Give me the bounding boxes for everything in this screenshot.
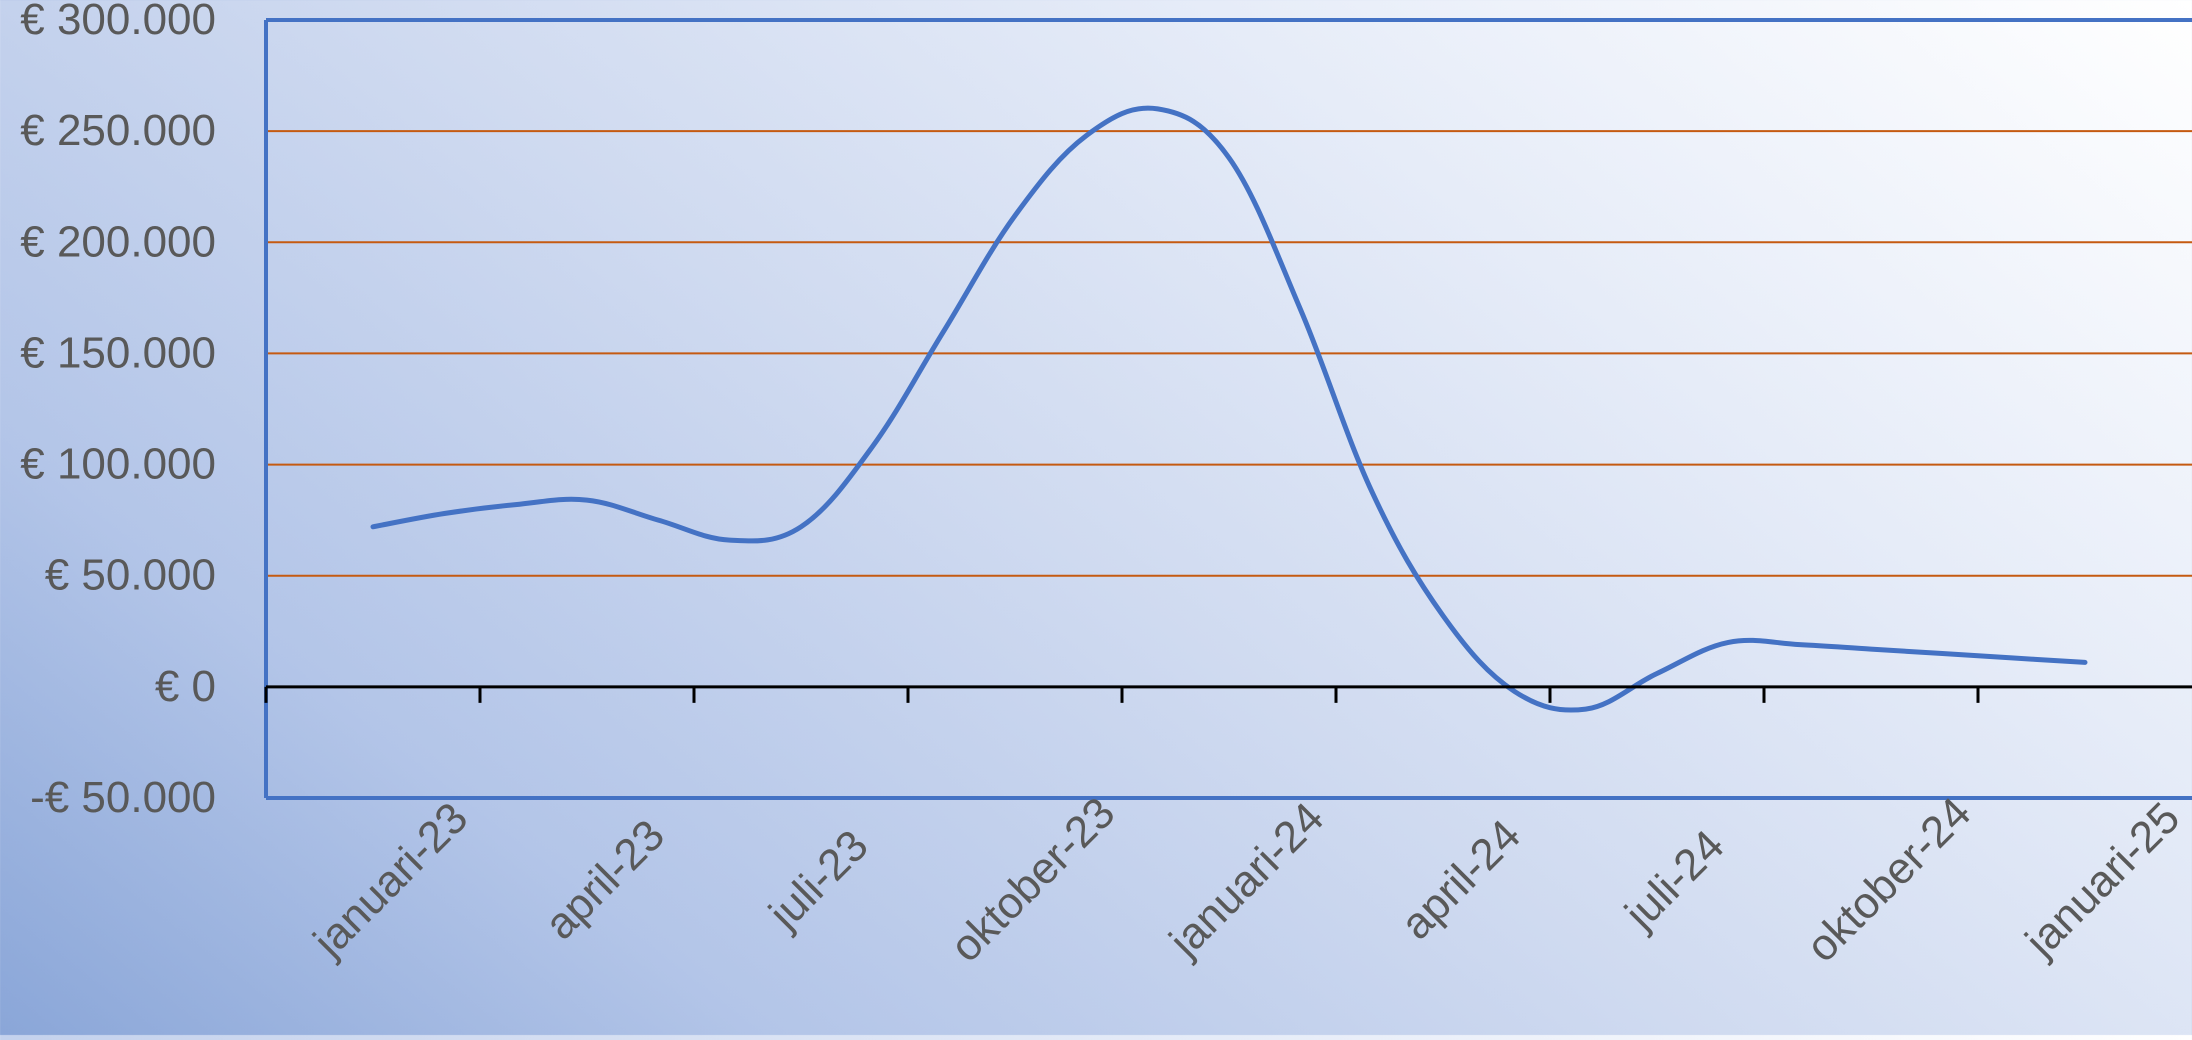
y-tick-label: € 200.000	[20, 217, 216, 266]
x-tick-label: juli-23	[759, 821, 878, 940]
y-tick-label: -€ 50.000	[30, 773, 216, 822]
tick-labels: € 300.000 € 250.000 € 200.000 € 150.000 € 10…	[20, 0, 2189, 971]
x-tick-label: januari-25	[2015, 793, 2189, 967]
x-tick-label: april-23	[536, 811, 674, 949]
y-tick-label: € 300.000	[20, 0, 216, 44]
y-tick-label: € 250.000	[20, 106, 216, 155]
y-tick-label: € 150.000	[20, 328, 216, 377]
gridlines	[266, 131, 2192, 576]
x-tick-label: oktober-23	[941, 788, 1124, 971]
series-area	[373, 108, 2085, 710]
x-tick-label: januari-24	[1159, 793, 1333, 967]
y-tick-label: € 100.000	[20, 440, 216, 489]
y-tick-label: € 50.000	[45, 551, 216, 600]
x-tick-label: juli-24	[1615, 821, 1734, 940]
x-tick-label: januari-23	[303, 793, 477, 967]
x-tick-label: oktober-24	[1797, 788, 1980, 971]
series-line	[373, 108, 2085, 710]
axes	[266, 20, 2192, 798]
y-tick-label: € 0	[155, 662, 216, 711]
x-tick-label: april-24	[1392, 811, 1530, 949]
